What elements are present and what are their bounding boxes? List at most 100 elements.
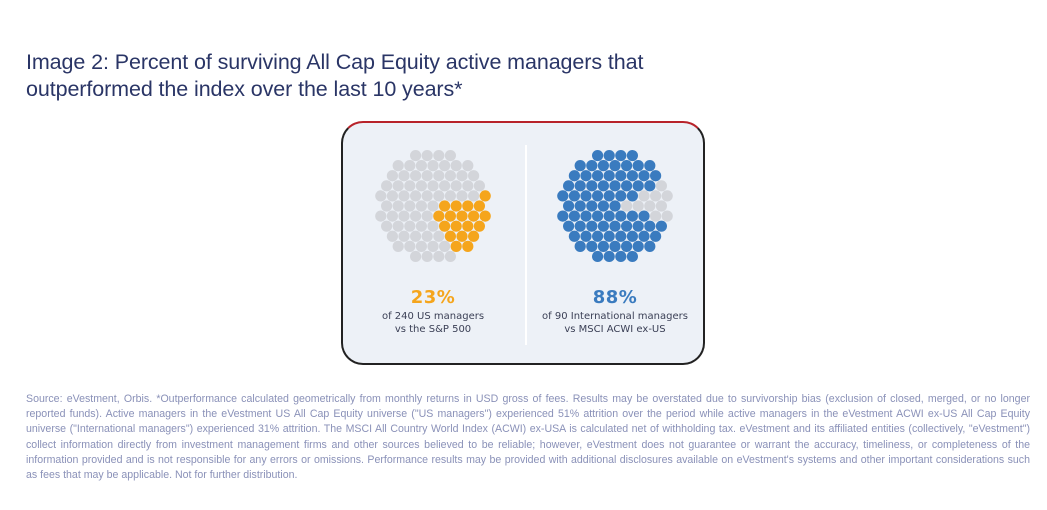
outperformed-dot [563,200,575,212]
underperformed-dot [392,240,404,252]
underperformed-dot [655,200,667,212]
outperformed-dot [644,220,656,232]
us-percent-label: 23% [410,287,456,308]
outperformed-dot [638,230,650,242]
underperformed-dot [421,210,433,222]
underperformed-dot [439,240,451,252]
outperformed-dot [479,190,491,202]
underperformed-dot [404,160,416,172]
underperformed-dot [375,210,387,222]
underperformed-dot [392,160,404,172]
underperformed-dot [427,200,439,212]
underperformed-dot [410,250,422,263]
outperformed-dot [586,220,598,232]
underperformed-dot [375,190,387,202]
underperformed-dot [421,250,433,263]
underperformed-dot [386,170,398,182]
underperformed-dot [386,190,398,202]
underperformed-dot [415,160,427,172]
outperformed-dot [439,200,451,212]
outperformed-dot [609,160,621,172]
underperformed-dot [661,210,673,222]
outperformed-dot [597,220,609,232]
underperformed-dot [410,170,422,182]
underperformed-dot [410,230,422,242]
underperformed-dot [381,200,393,212]
outperformed-dot [592,170,604,182]
underperformed-dot [655,180,667,192]
underperformed-dot [392,180,404,192]
outperformed-dot [603,149,615,162]
underperformed-dot [456,170,468,182]
outperformed-dot [626,149,638,162]
underperformed-dot [392,220,404,232]
outperformed-dot [574,180,586,192]
outperformed-dot [621,240,633,252]
outperformed-dot [655,220,667,232]
underperformed-dot [456,190,468,202]
underperformed-dot [462,160,474,172]
outperformed-dot [592,149,604,162]
underperformed-dot [427,180,439,192]
outperformed-dot [644,180,656,192]
underperformed-dot [381,180,393,192]
intl-dot-cluster-chart [557,149,673,263]
underperformed-dot [433,149,445,162]
underperformed-dot [415,200,427,212]
outperformed-dot [626,190,638,202]
underperformed-dot [444,170,456,182]
outperformed-dot [473,200,485,212]
outperformed-dot [650,230,662,242]
outperformed-dot [597,180,609,192]
outperformed-dot [626,210,638,222]
underperformed-dot [404,220,416,232]
underperformed-dot [650,190,662,202]
us-managers-panel: 23% of 240 US managers vs the S&P 500 [343,123,523,363]
underperformed-dot [450,160,462,172]
underperformed-dot [444,149,456,162]
underperformed-dot [398,210,410,222]
outperformed-dot [456,210,468,222]
outperformed-dot [586,160,598,172]
underperformed-dot [433,230,445,242]
outperformed-dot [632,180,644,192]
outperformed-dot [644,160,656,172]
outperformed-dot [621,220,633,232]
outperformed-dot [615,149,627,162]
underperformed-dot [415,240,427,252]
outperformed-dot [644,240,656,252]
us-subtitle-line-1: of 240 US managers [381,311,485,322]
outperformed-dot [580,210,592,222]
underperformed-dot [427,160,439,172]
outperformed-dot [563,220,575,232]
outperformed-dot [444,230,456,242]
outperformed-dot [586,240,598,252]
us-subtitle-line-2: vs the S&P 500 [394,324,472,335]
outperformed-dot [574,220,586,232]
outperformed-dot [615,170,627,182]
outperformed-dot [597,160,609,172]
outperformed-dot [568,210,580,222]
outperformed-dot [609,220,621,232]
underperformed-dot [398,170,410,182]
outperformed-dot [568,190,580,202]
underperformed-dot [404,180,416,192]
underperformed-dot [398,190,410,202]
outperformed-dot [597,200,609,212]
outperformed-dot [592,190,604,202]
outperformed-dot [650,170,662,182]
outperformed-dot [574,240,586,252]
outperformed-dot [439,220,451,232]
outperformed-dot [468,230,480,242]
source-footnote: Source: eVestment, Orbis. *Outperformanc… [26,393,1030,482]
underperformed-dot [381,220,393,232]
chart-title-line-1: Image 2: Percent of surviving All Cap Eq… [26,50,644,74]
underperformed-dot [468,190,480,202]
outperformed-dot [479,210,491,222]
underperformed-dot [661,190,673,202]
outperformed-dot [580,230,592,242]
us-dot-cluster-chart [375,149,491,263]
underperformed-dot [433,190,445,202]
outperformed-dot [603,170,615,182]
underperformed-dot [421,230,433,242]
